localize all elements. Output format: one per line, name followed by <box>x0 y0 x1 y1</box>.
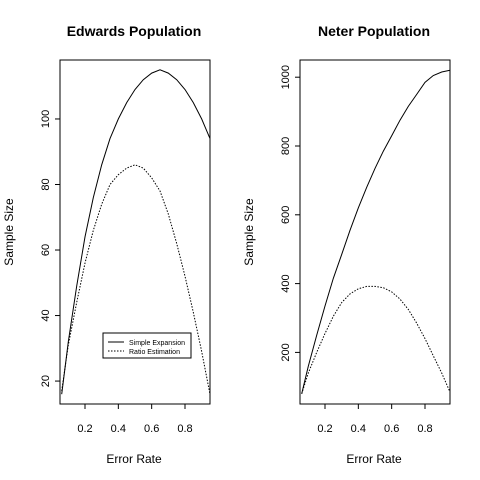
x-tick-label: 0.6 <box>144 423 159 435</box>
series-line-ratio-estimation <box>301 285 451 394</box>
y-axis-label-edwards: Sample Size <box>2 198 16 266</box>
x-tick-label: 0.8 <box>177 423 192 435</box>
legend-edwards: Simple Expansion Ratio Estimation <box>102 332 192 359</box>
y-tick-label: 40 <box>40 309 52 321</box>
plot-frame-neter <box>299 59 451 405</box>
x-tick-label: 0.4 <box>351 423 366 435</box>
x-tick-label: 0.4 <box>111 423 126 435</box>
y-tick-label: 400 <box>280 274 292 292</box>
x-tick-label: 0.2 <box>317 423 332 435</box>
x-ticks-neter: 0.2 0.4 0.6 0.8 <box>317 404 433 435</box>
panel-neter: Neter Population 0.2 0.4 0.6 0.8 200 400 600 8… <box>242 23 451 466</box>
x-axis-label-neter: Error Rate <box>346 452 402 466</box>
legend-label-simple-expansion: Simple Expansion <box>129 340 185 347</box>
panel-edwards: Edwards Population 0.2 0.4 0.6 0.8 20 40 60 80… <box>2 23 211 466</box>
x-axis-label-edwards: Error Rate <box>106 452 162 466</box>
y-axis-label-neter: Sample Size <box>242 198 256 266</box>
x-tick-label: 0.8 <box>417 423 432 435</box>
y-tick-label: 100 <box>40 110 52 128</box>
x-tick-label: 0.2 <box>77 423 92 435</box>
series-line-simple-expansion <box>301 69 451 394</box>
x-ticks-edwards: 0.2 0.4 0.6 0.8 <box>77 404 193 435</box>
lines-neter <box>301 69 451 394</box>
y-tick-label: 80 <box>40 178 52 190</box>
y-tick-label: 600 <box>280 206 292 224</box>
y-tick-label: 200 <box>280 343 292 361</box>
legend-label-ratio-estimation: Ratio Estimation <box>129 349 180 356</box>
lines-edwards <box>61 69 211 395</box>
chart-title-neter: Neter Population <box>318 23 430 39</box>
y-tick-label: 800 <box>280 137 292 155</box>
y-tick-label: 60 <box>40 244 52 256</box>
plot-frame-edwards <box>59 59 211 405</box>
legend-box <box>102 332 192 359</box>
series-line-ratio-estimation <box>61 164 211 395</box>
y-tick-label: 1000 <box>280 65 292 89</box>
chart-title-edwards: Edwards Population <box>67 23 202 39</box>
series-line-simple-expansion <box>61 69 211 395</box>
x-tick-label: 0.6 <box>384 423 399 435</box>
y-ticks-edwards: 20 40 60 80 100 <box>40 110 60 387</box>
y-tick-label: 20 <box>40 375 52 387</box>
y-ticks-neter: 200 400 600 800 1000 <box>280 65 300 362</box>
